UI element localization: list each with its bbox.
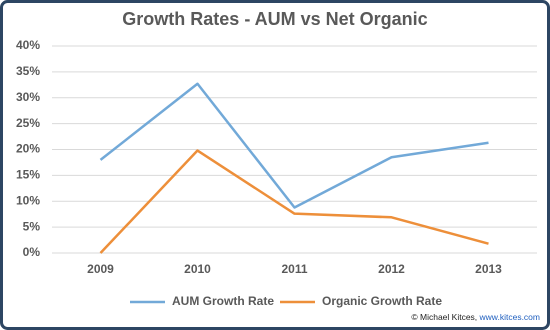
y-tick-label: 10% [16,193,40,207]
credit-text: © Michael Kitces, [411,312,479,322]
x-tick-label: 2009 [87,262,114,276]
x-tick-label: 2011 [281,262,307,276]
legend-label: AUM Growth Rate [172,294,274,308]
y-tick-label: 25% [16,116,40,130]
x-tick-label: 2012 [378,262,405,276]
x-tick-label: 2010 [184,262,211,276]
legend-label: Organic Growth Rate [322,294,442,308]
x-tick-label: 2013 [475,262,502,276]
line-series [99,82,489,209]
credit-link: www.kitces.com [479,312,540,322]
chart-title: Growth Rates - AUM vs Net Organic [122,9,427,29]
y-tick-label: 15% [16,168,40,182]
y-tick-label: 40% [16,38,40,52]
y-tick-label: 0% [23,245,41,259]
y-tick-label: 35% [16,64,40,78]
credit: © Michael Kitces, www.kitces.com [411,312,540,322]
line-series [99,149,489,254]
y-tick-label: 5% [23,219,41,233]
y-tick-label: 30% [16,90,40,104]
y-tick-label: 20% [16,142,40,156]
